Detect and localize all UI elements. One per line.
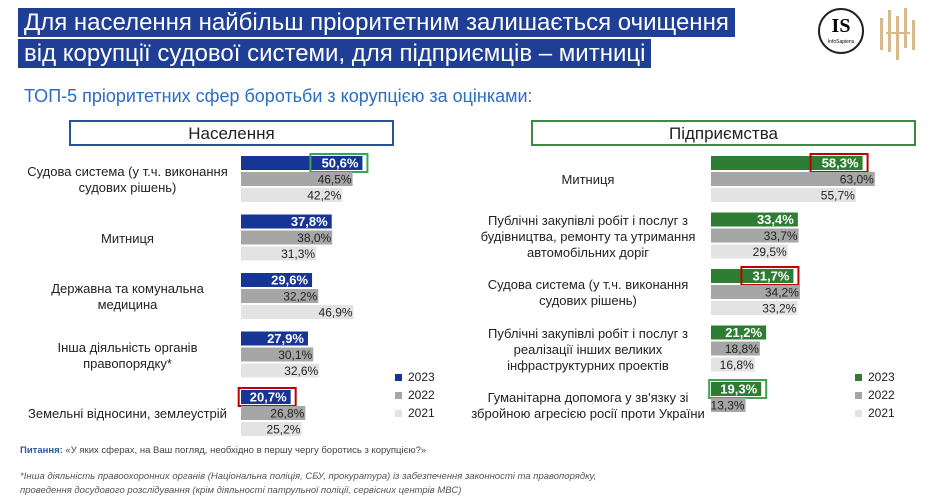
panel-title-population: Населення	[69, 120, 394, 146]
bar-2023	[241, 273, 313, 287]
bar-2021	[711, 357, 755, 372]
bar-2023	[241, 156, 363, 170]
category-label: Судова система (у т.ч. виконання судових…	[487, 277, 689, 308]
bar-2022	[241, 289, 319, 303]
chart-subtitle: ТОП-5 пріоритетних сфер боротьби з коруп…	[24, 86, 533, 106]
data-label: 13,3%	[711, 399, 745, 413]
data-label: 38,0%	[297, 231, 331, 245]
category-label: Публічні закупівлі робіт і послуг з буді…	[480, 212, 696, 260]
data-label: 31,7%	[753, 269, 790, 284]
bar-2022	[711, 398, 746, 412]
category-label: Митниця	[561, 172, 615, 187]
bar-2022	[241, 172, 353, 186]
data-label: 32,2%	[283, 290, 317, 304]
bar-2022	[241, 406, 306, 420]
question-text: «У яких сферах, на Ваш погляд, необхідно…	[62, 445, 427, 456]
bar-2022	[711, 228, 799, 243]
bar-2021	[711, 244, 788, 259]
data-label: 55,7%	[821, 189, 855, 203]
bar-2021	[241, 246, 317, 261]
logo-name: InfoSapiens	[827, 39, 855, 45]
data-label: 33,2%	[762, 302, 796, 316]
bar-2021	[241, 363, 320, 378]
legend-item-2021: 2021	[395, 404, 435, 422]
data-label: 32,6%	[284, 364, 318, 378]
bar-2023	[711, 212, 798, 227]
data-label: 33,4%	[757, 212, 794, 227]
bar-2023	[711, 325, 767, 340]
gold-bars-logo-icon	[880, 8, 915, 60]
data-label: 16,8%	[720, 358, 754, 372]
bar-2023	[241, 390, 291, 404]
data-label: 42,2%	[307, 189, 341, 203]
data-label: 37,8%	[291, 214, 328, 229]
category-label: Гуманітарна допомога у зв'язку зі збройн…	[471, 390, 705, 421]
survey-question: Питання: «У яких сферах, на Ваш погляд, …	[20, 445, 426, 456]
question-label: Питання:	[20, 445, 63, 456]
legend-label: 2022	[868, 388, 895, 402]
data-label: 46,5%	[318, 173, 352, 187]
category-label: Митниця	[101, 230, 154, 246]
data-label: 46,9%	[319, 306, 353, 320]
bar-2023	[241, 331, 308, 346]
data-label: 19,3%	[720, 382, 757, 397]
legend-label: 2023	[868, 370, 895, 384]
data-label: 33,7%	[764, 229, 798, 243]
page-title: Для населення найбільш пріоритетним зали…	[18, 8, 808, 70]
logo-initials: IS	[831, 15, 851, 37]
data-label: 29,6%	[271, 273, 308, 288]
panel-title-business: Підприємства	[531, 120, 916, 146]
bar-2021	[241, 422, 302, 436]
category-label: Інша діяльність органів правопорядку*	[57, 339, 198, 371]
bar-2023	[711, 269, 794, 283]
bar-2021	[711, 188, 856, 202]
category-label: Судова система (у т.ч. виконання судових…	[27, 164, 228, 195]
data-label: 29,5%	[753, 245, 787, 259]
data-label: 18,8%	[725, 342, 759, 356]
bar-2023	[711, 156, 863, 170]
data-label: 58,3%	[822, 156, 859, 171]
bar-2021	[241, 188, 343, 202]
legend-label: 2022	[408, 388, 435, 402]
legend-label: 2023	[408, 370, 435, 384]
bar-2022	[241, 347, 314, 362]
legend-population: 2023 2022 2021	[395, 368, 435, 422]
legend-item-2023: 2023	[855, 368, 895, 386]
data-label: 27,9%	[267, 331, 304, 346]
legend-item-2022: 2022	[855, 386, 895, 404]
bar-2022	[711, 285, 800, 299]
category-label: Публічні закупівлі робіт і послуг з реал…	[488, 325, 688, 373]
bar-2021	[241, 305, 354, 319]
data-label: 31,3%	[281, 247, 315, 261]
legend-item-2022: 2022	[395, 386, 435, 404]
legend-item-2023: 2023	[395, 368, 435, 386]
legend-business: 2023 2022 2021	[855, 368, 895, 422]
data-label: 25,2%	[266, 423, 300, 437]
category-label: Земельні відносини, землеустрій	[28, 406, 227, 421]
legend-label: 2021	[868, 406, 895, 420]
title-line-1: Для населення найбільш пріоритетним зали…	[18, 8, 735, 37]
bar-2023	[241, 214, 332, 229]
bar-2021	[711, 301, 798, 315]
data-label: 50,6%	[322, 156, 359, 171]
bar-2022	[711, 172, 875, 186]
data-label: 63,0%	[840, 173, 874, 187]
bar-2022	[241, 230, 333, 245]
title-line-2: від корупції судової системи, для підпри…	[18, 39, 652, 68]
footnote: *Інша діяльність правоохоронних органів …	[20, 471, 597, 496]
legend-item-2021: 2021	[855, 404, 895, 422]
category-label: Державна та комунальна медицина	[51, 281, 204, 312]
data-label: 20,7%	[250, 390, 287, 405]
legend-label: 2021	[408, 406, 435, 420]
bar-2022	[711, 341, 760, 356]
data-label: 26,8%	[270, 407, 304, 421]
bar-2023	[711, 382, 762, 396]
data-label: 21,2%	[725, 325, 762, 340]
data-label: 30,1%	[278, 348, 312, 362]
infosapiens-logo: IS InfoSapiens	[818, 8, 864, 54]
data-label: 34,2%	[765, 286, 799, 300]
